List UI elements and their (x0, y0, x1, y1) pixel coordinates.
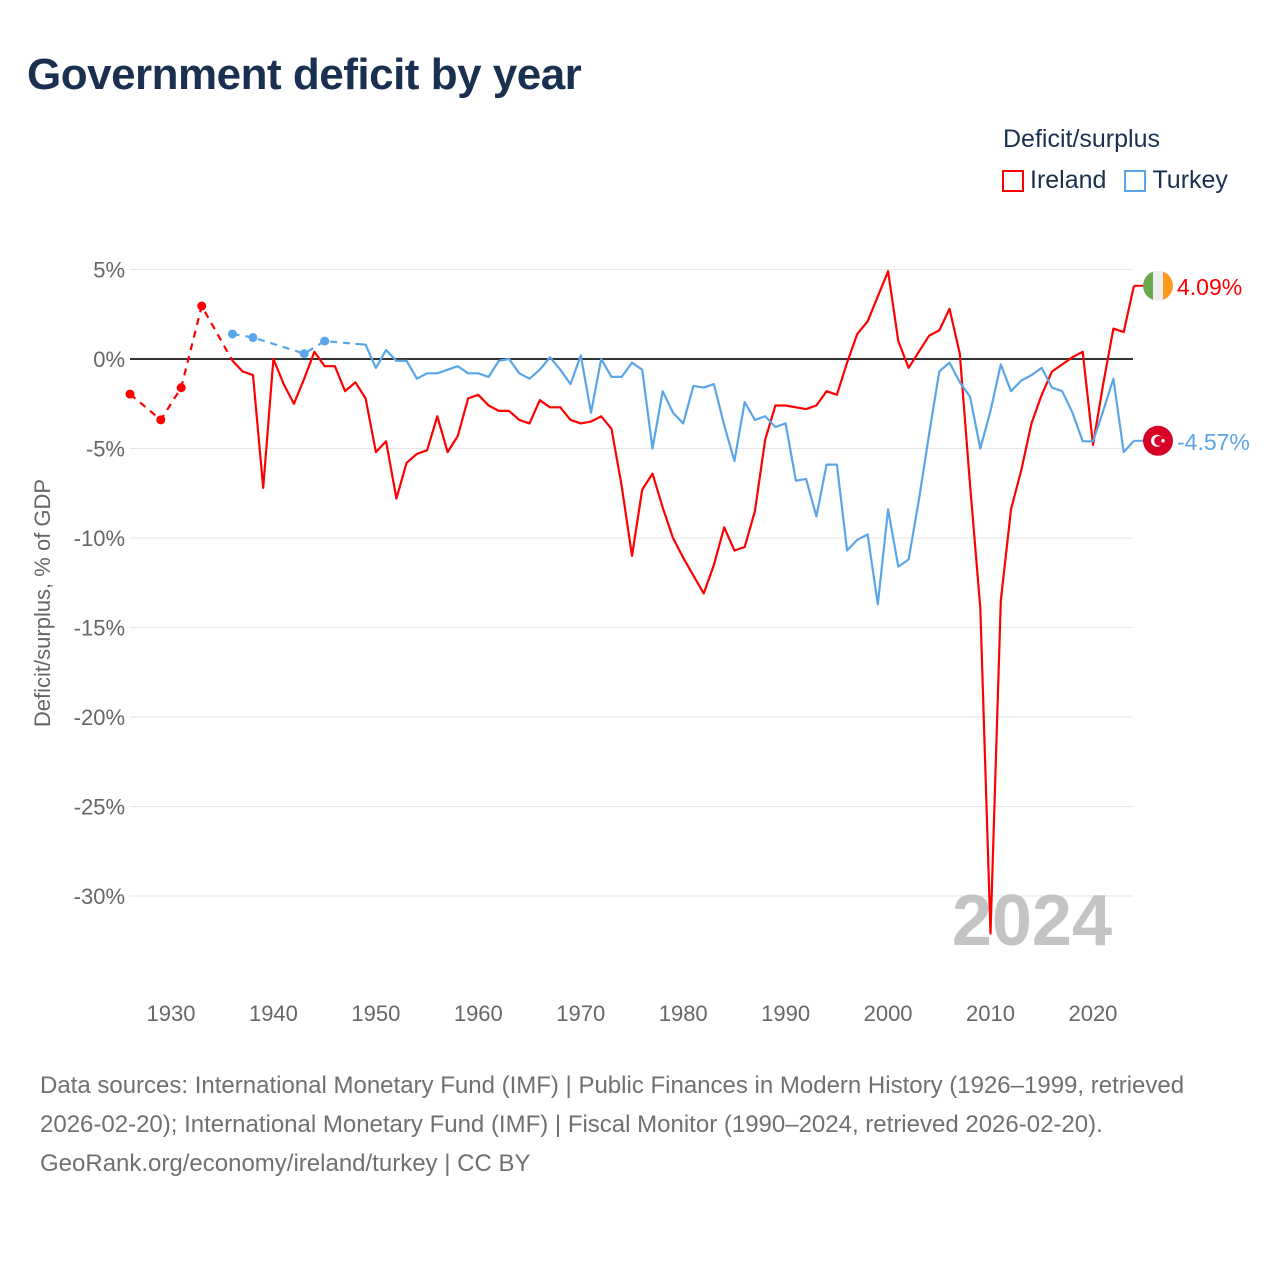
legend: Ireland Turkey (1002, 166, 1228, 195)
end-label-ireland: 4.09% (1177, 274, 1242, 300)
turkey-crescent-icon (1154, 436, 1164, 446)
y-tick-label: -5% (86, 437, 125, 462)
x-tick-label: 1960 (454, 1001, 503, 1026)
turkey-star-icon (1161, 439, 1165, 443)
y-axis-label: Deficit/surplus, % of GDP (30, 479, 55, 727)
x-tick-label: 2000 (864, 1001, 913, 1026)
chart-plot: 5% 0% -5% -10% -15% -20% -25% -30% 1930 1940 1950 1… (30, 258, 1250, 1027)
legend-swatch-ireland (1002, 169, 1024, 192)
data-point-ireland (156, 415, 166, 425)
y-tick-label: -25% (74, 795, 125, 820)
data-point-ireland (176, 383, 186, 393)
x-tick-label: 1990 (761, 1001, 810, 1026)
x-tick-label: 1970 (556, 1001, 605, 1026)
data-point-turkey (248, 333, 258, 343)
legend-item-ireland[interactable]: Ireland (1002, 166, 1106, 195)
y-tick-label: -10% (74, 526, 125, 551)
data-point-ireland (125, 389, 135, 399)
y-tick-label: 5% (93, 258, 125, 283)
x-tick-label: 1940 (249, 1001, 298, 1026)
x-tick-label: 2020 (1068, 1001, 1117, 1026)
series-dashed-turkey (232, 332, 356, 355)
legend-label: Turkey (1152, 166, 1228, 194)
x-tick-label: 1980 (659, 1001, 708, 1026)
y-tick-label: -20% (74, 705, 125, 730)
x-tick-label: 2010 (966, 1001, 1015, 1026)
year-label: 2024 (952, 881, 1112, 961)
y-tick-label: -30% (74, 884, 125, 909)
data-point-ireland (197, 301, 207, 311)
series-line-ireland (231, 270, 1135, 935)
data-point-turkey (227, 329, 237, 339)
legend-item-turkey[interactable]: Turkey (1124, 166, 1228, 195)
x-tick-label: 1950 (351, 1001, 400, 1026)
ireland-flag-icon (1143, 270, 1173, 301)
chart-title: Government deficit by year (27, 50, 582, 99)
legend-title: Deficit/surplus (1003, 125, 1160, 153)
end-label-turkey: -4.57% (1177, 429, 1250, 455)
y-tick-label: 0% (93, 347, 125, 372)
footer: Data sources: International Monetary Fun… (40, 1066, 1240, 1183)
data-point-turkey (320, 336, 330, 346)
data-sources: Data sources: International Monetary Fun… (40, 1072, 1185, 1138)
legend-label: Ireland (1030, 166, 1107, 194)
legend-swatch-turkey (1124, 169, 1147, 192)
series-line-turkey (355, 342, 1135, 606)
series-dashed-ireland (129, 303, 234, 422)
y-tick-label: -15% (74, 616, 125, 641)
x-tick-label: 1930 (147, 1001, 196, 1026)
data-point-turkey (299, 349, 309, 359)
credit-link[interactable]: GeoRank.org/economy/ireland/turkey | CC … (40, 1150, 531, 1177)
